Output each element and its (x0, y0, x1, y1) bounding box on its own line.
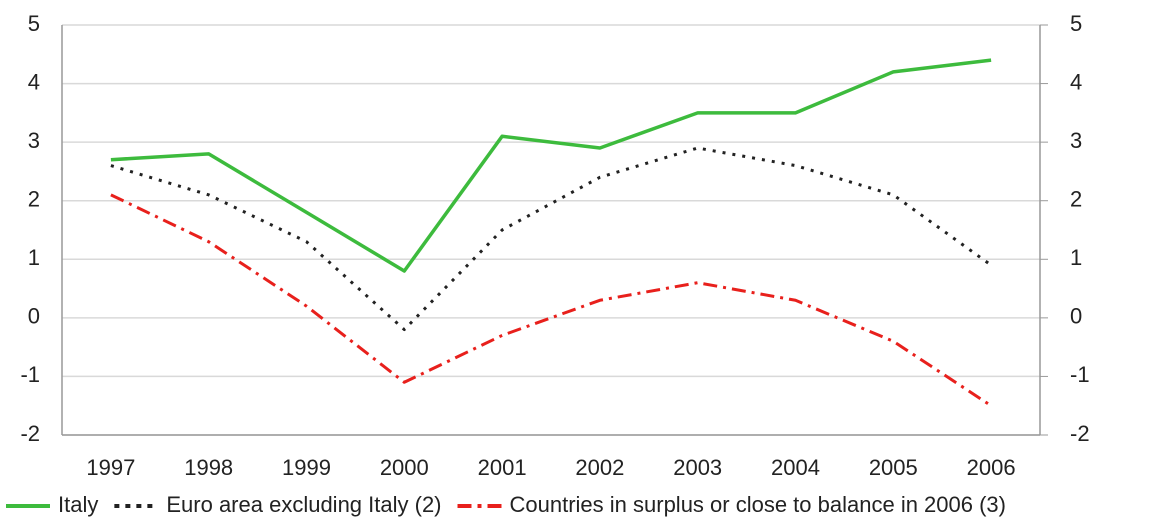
x-tick-label: 2000 (380, 455, 429, 480)
legend-label: Italy (58, 492, 98, 517)
y-tick-label: 0 (28, 304, 40, 329)
y-tick-label: 2 (28, 187, 40, 212)
y-tick-label: 5 (28, 11, 40, 36)
legend-label: Countries in surplus or close to balance… (510, 492, 1007, 517)
y2-tick-label: 5 (1070, 11, 1082, 36)
y2-tick-label: 1 (1070, 245, 1082, 270)
y-tick-label: 1 (28, 245, 40, 270)
legend-label: Euro area excluding Italy (2) (166, 492, 441, 517)
x-tick-label: 2005 (869, 455, 918, 480)
x-tick-label: 2006 (967, 455, 1016, 480)
series-line (110, 193, 992, 407)
x-tick-label: 2004 (771, 455, 820, 480)
y2-tick-label: 2 (1070, 187, 1082, 212)
y-tick-label: -2 (20, 421, 40, 446)
y-tick-label: -1 (20, 362, 40, 387)
x-tick-label: 2002 (575, 455, 624, 480)
y-tick-label: 4 (28, 69, 40, 94)
x-tick-label: 1998 (184, 455, 233, 480)
x-tick-label: 2001 (478, 455, 527, 480)
y2-tick-label: 0 (1070, 304, 1082, 329)
y2-tick-label: 4 (1070, 69, 1082, 94)
series-line (110, 58, 992, 273)
x-tick-label: 1997 (86, 455, 135, 480)
y-tick-label: 3 (28, 128, 40, 153)
y2-tick-label: -1 (1070, 362, 1090, 387)
y2-tick-label: 3 (1070, 128, 1082, 153)
x-tick-label: 2003 (673, 455, 722, 480)
y2-tick-label: -2 (1070, 421, 1090, 446)
x-tick-label: 1999 (282, 455, 331, 480)
